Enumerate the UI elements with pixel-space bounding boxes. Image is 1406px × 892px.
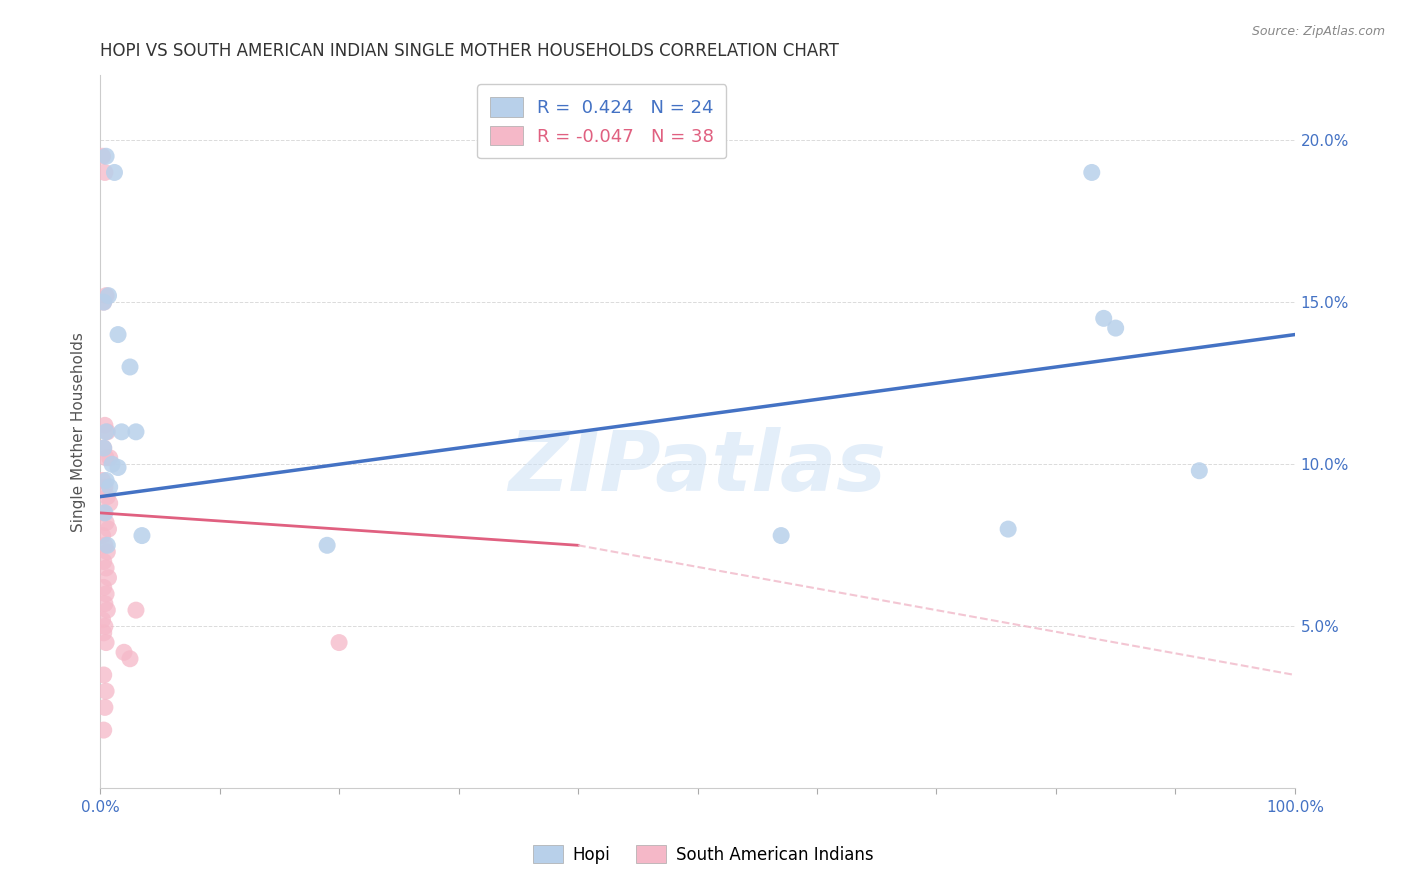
Point [91, 474, 114, 488]
Point [997, 522, 1019, 536]
Point [316, 538, 339, 552]
Point [93, 295, 115, 310]
Point [96, 425, 118, 439]
Point [103, 165, 125, 179]
Point [96, 545, 118, 559]
Point [93, 581, 115, 595]
Point [91, 528, 114, 542]
Point [94, 700, 117, 714]
Point [1081, 165, 1104, 179]
Text: HOPI VS SOUTH AMERICAN INDIAN SINGLE MOTHER HOUSEHOLDS CORRELATION CHART: HOPI VS SOUTH AMERICAN INDIAN SINGLE MOT… [100, 42, 839, 60]
Point [91, 613, 114, 627]
Point [96, 490, 118, 504]
Point [98, 496, 121, 510]
Point [94, 619, 117, 633]
Point [1092, 311, 1115, 326]
Point [93, 295, 115, 310]
Point [94, 418, 117, 433]
Point [94, 506, 117, 520]
Point [107, 460, 129, 475]
Point [91, 149, 114, 163]
Point [94, 450, 117, 465]
Point [131, 528, 153, 542]
Point [94, 587, 117, 601]
Legend: Hopi, South American Indians: Hopi, South American Indians [526, 838, 880, 871]
Point [118, 652, 141, 666]
Point [94, 149, 117, 163]
Point [96, 538, 118, 552]
Text: ZIPatlas: ZIPatlas [509, 427, 886, 508]
Point [94, 597, 117, 611]
Point [93, 441, 115, 455]
Point [93, 625, 115, 640]
Point [328, 635, 350, 649]
Point [97, 288, 120, 302]
Point [93, 668, 115, 682]
Point [98, 450, 121, 465]
Point [94, 165, 117, 179]
Point [112, 645, 135, 659]
Point [98, 480, 121, 494]
Point [93, 441, 115, 455]
Point [94, 288, 117, 302]
Point [94, 480, 117, 494]
Point [94, 516, 117, 530]
Point [125, 603, 148, 617]
Point [97, 571, 120, 585]
Legend: R =  0.424   N = 24, R = -0.047   N = 38: R = 0.424 N = 24, R = -0.047 N = 38 [478, 84, 727, 158]
Point [94, 684, 117, 698]
Point [93, 506, 115, 520]
Point [94, 474, 117, 488]
Text: Source: ZipAtlas.com: Source: ZipAtlas.com [1251, 25, 1385, 38]
Point [97, 522, 120, 536]
Point [93, 723, 115, 737]
Point [125, 425, 148, 439]
Point [94, 425, 117, 439]
Point [118, 359, 141, 374]
Point [111, 425, 134, 439]
Point [96, 603, 118, 617]
Point [1105, 321, 1128, 335]
Point [107, 327, 129, 342]
Point [101, 457, 124, 471]
Point [94, 538, 117, 552]
Point [94, 561, 117, 575]
Point [94, 635, 117, 649]
Y-axis label: Single Mother Households: Single Mother Households [72, 332, 86, 532]
Point [1188, 464, 1211, 478]
Point [93, 554, 115, 568]
Point [770, 528, 793, 542]
